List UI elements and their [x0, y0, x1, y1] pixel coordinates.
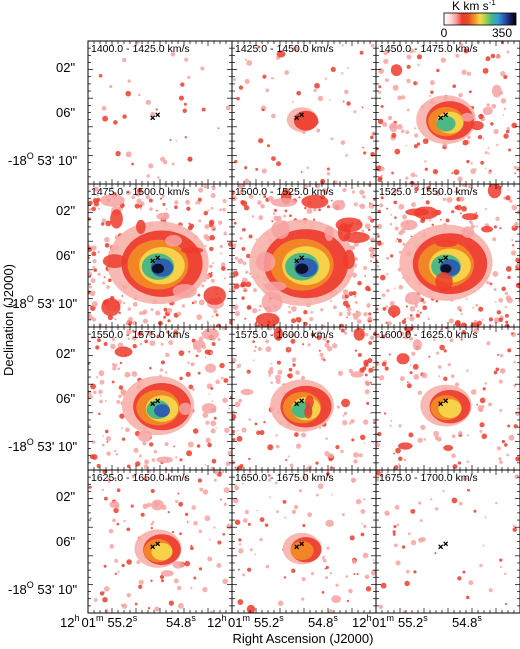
declination-tick-label: 06" — [56, 534, 75, 549]
x-axis-title: Right Ascension (J2000) — [233, 631, 374, 646]
panel-ticks — [232, 184, 376, 327]
declination-tick-label: 02" — [56, 346, 75, 361]
panel-ticks — [232, 41, 376, 184]
colorbar-scale — [443, 12, 517, 26]
nucleus-marker — [294, 401, 300, 407]
emission-map — [376, 41, 520, 184]
nucleus-marker — [294, 258, 300, 264]
channel-panel: 1525.0 - 1550.0 km/s — [375, 183, 520, 328]
nucleus-marker — [150, 258, 156, 264]
declination-tick-label: 02" — [56, 203, 75, 218]
panel-background — [88, 41, 232, 184]
channel-velocity-label: 1650.0 - 1675.0 km/s — [235, 472, 334, 484]
nucleus-marker — [155, 541, 161, 547]
declination-tick-labels: 02" 06" -18O 53' 10" 02" 06" -18O 53' 10" 02" 0… — [8, 60, 77, 597]
nucleus-marker — [150, 401, 156, 407]
declination-tick-label: 06" — [56, 391, 75, 406]
nucleus-marker — [299, 255, 305, 261]
y-axis-title: Declination (J2000) — [1, 264, 16, 376]
channel-panel: 1450.0 - 1475.0 km/s — [375, 40, 520, 185]
channel-velocity-label: 1675.0 - 1700.0 km/s — [379, 472, 478, 484]
channel-velocity-label: 1575.0 - 1600.0 km/s — [235, 329, 334, 341]
emission-map — [232, 470, 376, 613]
ra-tick-label-2: 54.8s — [166, 613, 196, 630]
ra-tick-label-5: 01m 55.2s — [372, 613, 428, 630]
channel-velocity-label: 1625.0 - 1650.0 km/s — [91, 472, 190, 484]
channel-panel: 1425.0 - 1450.0 km/s — [231, 40, 377, 185]
nucleus-marker — [155, 398, 161, 404]
channel-velocity-label: 1550.0 - 1575.0 km/s — [91, 329, 190, 341]
nucleus-marker — [299, 112, 305, 118]
nucleus-marker — [438, 401, 444, 407]
colorbar-max-label: 350 — [492, 26, 512, 40]
ra-tick-label-4: 54.8s — [308, 613, 338, 630]
panel-background — [376, 470, 520, 613]
nucleus-marker — [155, 255, 161, 261]
channel-panel: 1500.0 - 1525.0 km/s — [231, 183, 377, 328]
ra-tick-label-3: 01m 55.2s — [228, 613, 284, 630]
channel-panel: 1650.0 - 1675.0 km/s — [231, 469, 377, 614]
channel-velocity-label: 1450.0 - 1475.0 km/s — [379, 43, 478, 55]
emission-map — [232, 184, 376, 327]
channel-panel: 1675.0 - 1700.0 km/s — [375, 469, 520, 614]
ra-tick-labels: 12h 01m 55.2s 54.8s 12h 01m 55.2s 54.8s 12h… — [60, 613, 482, 630]
channel-panel: 1550.0 - 1575.0 km/s — [87, 326, 233, 471]
ra-edge-label-2: 12h — [352, 613, 371, 630]
ra-edge-label-1: 12h — [207, 613, 226, 630]
emission-map — [88, 470, 232, 613]
nucleus-marker — [443, 398, 449, 404]
nucleus-marker — [438, 544, 444, 550]
declination-tick-label: -18O 53' 10" — [8, 151, 77, 168]
colorbar-min-label: 0 — [441, 26, 448, 40]
nucleus-marker — [299, 541, 305, 547]
nucleus-marker — [438, 115, 444, 121]
channel-panel: 1475.0 - 1500.0 km/s — [87, 183, 233, 328]
emission-map — [376, 327, 520, 470]
channel-panel: 1400.0 - 1425.0 km/s — [87, 40, 233, 185]
panel-ticks — [376, 470, 520, 613]
emission-map — [232, 327, 376, 470]
nucleus-marker — [150, 544, 156, 550]
declination-tick-label: -18O 53' 10" — [8, 437, 77, 454]
nucleus-marker — [443, 112, 449, 118]
panel-ticks — [232, 470, 376, 613]
panel-ticks — [88, 327, 232, 470]
nucleus-marker — [443, 255, 449, 261]
channel-velocity-label: 1475.0 - 1500.0 km/s — [91, 186, 190, 198]
channel-velocity-label: 1500.0 - 1525.0 km/s — [235, 186, 334, 198]
channel-velocity-label: 1425.0 - 1450.0 km/s — [235, 43, 334, 55]
channel-velocity-label: 1525.0 - 1550.0 km/s — [379, 186, 478, 198]
channel-velocity-label: 1400.0 - 1425.0 km/s — [91, 43, 190, 55]
nucleus-marker — [294, 544, 300, 550]
nucleus-marker — [294, 115, 300, 121]
nucleus-marker — [443, 541, 449, 547]
declination-tick-label: 06" — [56, 248, 75, 263]
emission-map — [376, 470, 520, 613]
declination-tick-label: 02" — [56, 60, 75, 75]
nucleus-marker — [155, 112, 161, 118]
declination-tick-label: 06" — [56, 105, 75, 120]
ra-tick-label-6: 54.8s — [452, 613, 482, 630]
nucleus-marker — [150, 115, 156, 121]
colorbar-unit-label: K km s-1 — [452, 0, 496, 13]
channel-panel: 1600.0 - 1625.0 km/s — [375, 326, 520, 471]
emission-map — [88, 184, 232, 327]
colorbar: K km s-1 0 350 — [441, 0, 517, 40]
ra-tick-label-1: 12h 01m 55.2s — [60, 613, 138, 630]
channel-velocity-label: 1600.0 - 1625.0 km/s — [379, 329, 478, 341]
emission-map — [376, 184, 520, 327]
declination-tick-label: -18O 53' 10" — [8, 294, 77, 311]
declination-tick-label: 02" — [56, 489, 75, 504]
nucleus-marker — [299, 398, 305, 404]
emission-map — [98, 41, 231, 179]
channel-panel: 1575.0 - 1600.0 km/s — [231, 326, 377, 471]
declination-tick-label: -18O 53' 10" — [8, 580, 77, 597]
nucleus-marker — [438, 258, 444, 264]
channel-panels: 1400.0 - 1425.0 km/s 1425.0 - 1450.0 km/s… — [87, 40, 520, 614]
channel-panel: 1625.0 - 1650.0 km/s — [87, 469, 233, 614]
